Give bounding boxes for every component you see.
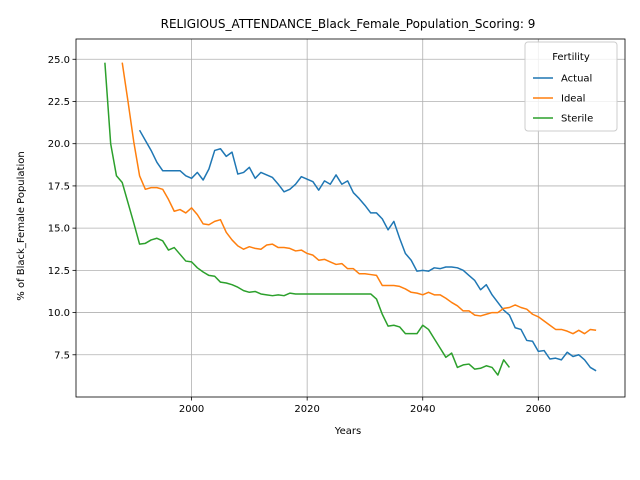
y-tick-label: 7.5 xyxy=(54,350,70,361)
legend-frame xyxy=(524,41,618,132)
legend-label-actual: Actual xyxy=(561,74,592,85)
legend: Fertility Actual Ideal Sterile xyxy=(524,41,618,132)
y-tick-label: 12.5 xyxy=(48,266,70,277)
x-tick-label: 2040 xyxy=(410,404,435,415)
x-axis-label: Years xyxy=(334,426,361,437)
y-tick-label: 25.0 xyxy=(48,55,70,66)
y-tick-label: 20.0 xyxy=(48,139,70,150)
chart-title: RELIGIOUS_ATTENDANCE_Black_Female_Popula… xyxy=(161,17,536,31)
plot-frame xyxy=(75,38,626,398)
y-axis: 7.5 10.0 12.5 15.0 17.5 20.0 22.5 25.0 xyxy=(48,55,76,361)
series-lines xyxy=(104,62,597,376)
y-tick-label: 22.5 xyxy=(48,97,70,108)
x-tick-label: 2060 xyxy=(526,404,551,415)
series-line-actual xyxy=(138,129,597,372)
y-tick-label: 10.0 xyxy=(48,308,70,319)
x-axis: 2000 2020 2040 2060 xyxy=(179,397,551,415)
y-axis-label: % of Black_Female Population xyxy=(16,151,27,300)
x-tick-label: 2000 xyxy=(179,404,204,415)
series-line-ideal xyxy=(121,62,597,335)
series-line-sterile xyxy=(104,62,511,376)
legend-label-sterile: Sterile xyxy=(561,114,593,125)
x-tick-label: 2020 xyxy=(294,404,319,415)
legend-title: Fertility xyxy=(552,52,590,63)
legend-label-ideal: Ideal xyxy=(561,94,585,105)
y-tick-label: 17.5 xyxy=(48,181,70,192)
y-tick-label: 15.0 xyxy=(48,224,70,235)
